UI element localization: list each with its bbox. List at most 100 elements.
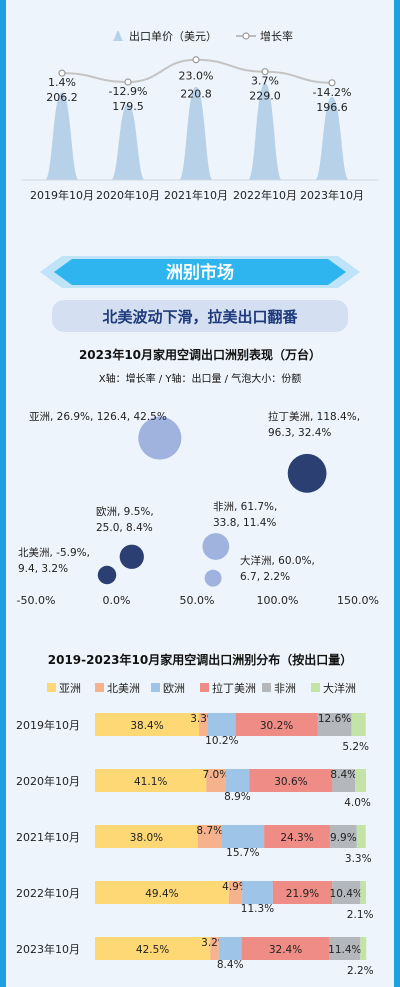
bubble-亚洲: [138, 416, 182, 460]
stacked-bar-chart: 亚洲 北美洲 欧洲 拉丁美洲 非洲 大洋洲 2019年10月 38.4% 3.3% 10.2% 30…: [16, 681, 374, 977]
segment-label: 9.9%: [330, 832, 357, 844]
segment-拉丁美洲: [241, 937, 330, 960]
x-tick-label: 2023年10月: [300, 188, 364, 202]
segment-大洋洲: [360, 937, 367, 960]
segment-亚洲: [95, 881, 229, 904]
growth-data-label: 23.0%: [179, 70, 214, 83]
price-peak: [179, 86, 213, 180]
price-data-label: 229.0: [249, 90, 281, 103]
legend-swatch-拉丁美洲: [200, 683, 209, 692]
legend-swatch-欧洲: [151, 683, 160, 692]
price-peak: [111, 104, 145, 180]
growth-point: [328, 79, 336, 87]
segment-label: 10.2%: [205, 735, 238, 747]
segment-亚洲: [95, 937, 211, 960]
segment-label: 7.0%: [203, 769, 230, 781]
segment-北美洲: [199, 713, 209, 736]
legend-swatch-亚洲: [47, 683, 56, 692]
section-title: 洲别市场: [166, 262, 234, 283]
bubble-非洲: [202, 533, 230, 560]
segment-大洋洲: [360, 881, 366, 904]
legend-growth-marker: [242, 32, 250, 40]
segment-label: 5.2%: [342, 741, 369, 753]
legend-label: 非洲: [274, 682, 296, 695]
x-tick-label: 150.0%: [337, 594, 379, 607]
segment-拉丁美洲: [272, 881, 333, 904]
bubble-chart: 亚洲, 26.9%, 126.4, 42.5% 拉丁美洲, 118.4%, 96.3…: [17, 410, 379, 607]
price-data-label: 206.2: [46, 91, 78, 104]
bubble-大洋洲: [204, 569, 222, 587]
segment-欧洲: [242, 881, 273, 904]
segment-label: 30.6%: [274, 776, 307, 788]
row-label: 2020年10月: [16, 774, 80, 788]
segment-label: 4.0%: [344, 797, 371, 809]
segment-label: 12.6%: [318, 713, 351, 725]
legend-label: 拉丁美洲: [212, 681, 256, 695]
price-peak: [315, 96, 349, 180]
segment-label: 10.4%: [330, 888, 363, 900]
segment-欧洲: [208, 713, 236, 736]
segment-拉丁美洲: [264, 825, 330, 848]
segment-label: 42.5%: [136, 944, 169, 956]
segment-label: 38.4%: [130, 720, 163, 732]
x-tick-label: 2022年10月: [233, 188, 297, 202]
row-label: 2019年10月: [16, 718, 80, 732]
segment-label: 8.4%: [330, 769, 357, 781]
segment-亚洲: [95, 713, 200, 736]
growth-point: [124, 78, 132, 86]
segment-label: 8.9%: [224, 791, 251, 803]
x-tick-label: -50.0%: [17, 594, 56, 607]
row-label: 2023年10月: [16, 942, 80, 956]
bubble-label: 大洋洲, 60.0%,: [240, 554, 315, 567]
segment-label: 8.7%: [196, 825, 223, 837]
segment-label: 15.7%: [226, 847, 259, 859]
segment-亚洲: [95, 825, 198, 848]
bubble-北美洲: [97, 565, 117, 585]
segment-非洲: [332, 769, 356, 792]
growth-data-label: -14.2%: [313, 86, 352, 99]
segment-非洲: [329, 937, 361, 960]
segment-北美洲: [206, 769, 226, 792]
legend-price-label: 出口单价（美元）: [129, 29, 217, 43]
legend-growth-label: 增长率: [260, 29, 293, 43]
bubble-label: 33.8, 11.4%: [213, 517, 276, 529]
legend-label: 亚洲: [59, 682, 81, 695]
segment-label: 11.3%: [241, 903, 274, 915]
stacked-chart-title: 2019-2023年10月家用空调出口洲别分布（按出口量）: [47, 653, 353, 667]
legend-swatch-北美洲: [95, 683, 104, 692]
growth-data-label: 1.4%: [48, 76, 76, 89]
bubble-chart-axis-note: X轴：增长率 / Y轴：出口量 / 气泡大小：份额: [98, 374, 302, 385]
row-label: 2022年10月: [16, 886, 80, 900]
bubble-label: 9.4, 3.2%: [18, 563, 68, 575]
left-frame-border: [0, 0, 6, 987]
segment-大洋洲: [351, 713, 366, 736]
x-tick-label: 50.0%: [180, 594, 215, 607]
legend-swatch-大洋洲: [311, 683, 320, 692]
segment-label: 8.4%: [217, 959, 244, 971]
bubble-label: 25.0, 8.4%: [96, 522, 153, 534]
segment-拉丁美洲: [249, 769, 333, 792]
bubble-chart-title: 2023年10月家用空调出口洲别表现（万台）: [78, 348, 322, 362]
unit-price-chart: 出口单价（美元） 增长率 1.4% -12.9% 23.0% 3.7% -14.2% 206.…: [22, 29, 378, 202]
price-data-label: 220.8: [180, 88, 212, 101]
segment-label: 2.2%: [347, 965, 374, 977]
segment-label: 3.3%: [345, 853, 372, 865]
section-banner: 洲别市场: [40, 256, 360, 288]
bubble-label: 北美洲, -5.9%,: [18, 546, 90, 559]
bubble-label: 非洲, 61.7%,: [213, 501, 277, 513]
section-subtitle: 北美波动下滑，拉美出口翻番: [52, 300, 348, 332]
segment-非洲: [317, 713, 352, 736]
growth-point: [261, 68, 269, 76]
growth-data-label: 3.7%: [251, 75, 279, 88]
segment-欧洲: [225, 769, 250, 792]
segment-亚洲: [95, 769, 207, 792]
x-tick-label: 100.0%: [257, 594, 299, 607]
segment-label: 49.4%: [145, 888, 178, 900]
growth-point: [58, 69, 66, 77]
bubble-label: 6.7, 2.2%: [240, 571, 290, 583]
growth-data-label: -12.9%: [109, 85, 148, 98]
legend-label: 欧洲: [163, 682, 185, 695]
legend-swatch-非洲: [262, 683, 271, 692]
segment-非洲: [332, 881, 361, 904]
